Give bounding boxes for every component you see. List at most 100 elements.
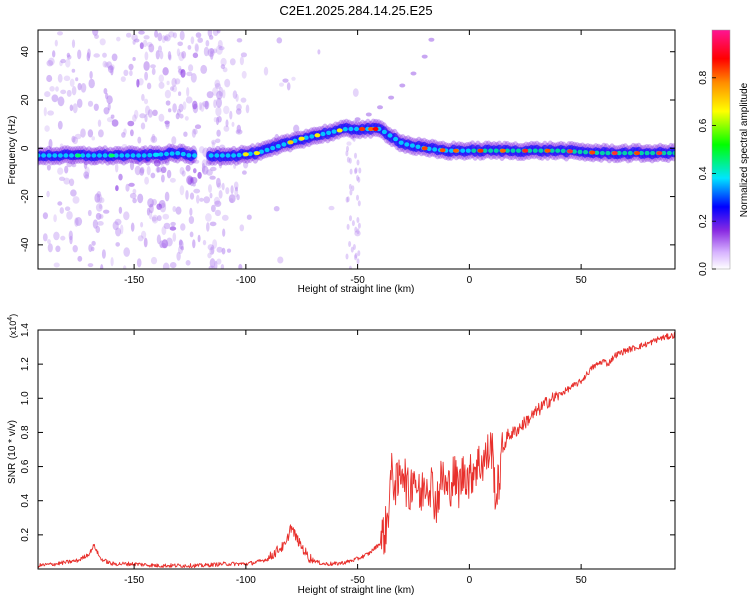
noise-blob bbox=[225, 119, 229, 128]
noise-blob bbox=[123, 69, 129, 77]
noise-blob bbox=[189, 231, 194, 238]
noise-blob bbox=[151, 216, 157, 222]
noise-blob bbox=[185, 164, 191, 172]
noise-blob bbox=[194, 44, 199, 53]
ridge-core bbox=[404, 142, 410, 147]
noise-blob bbox=[199, 146, 205, 154]
noise-blob bbox=[190, 73, 197, 83]
noise-blob bbox=[192, 182, 196, 187]
noise-blob bbox=[273, 206, 280, 212]
colorbar-label: Normalized spectral amplitude bbox=[739, 82, 750, 217]
snr-frame bbox=[37, 329, 676, 570]
noise-blob bbox=[209, 192, 213, 199]
noise-blob bbox=[216, 30, 221, 34]
noise-blob bbox=[69, 104, 74, 112]
colorbar-gradient bbox=[712, 30, 730, 269]
noise-blob bbox=[150, 172, 156, 179]
noise-blob bbox=[77, 82, 82, 91]
noise-blob bbox=[69, 235, 73, 245]
noise-blob bbox=[75, 217, 83, 226]
noise-blob bbox=[346, 156, 350, 163]
noise-blob bbox=[240, 52, 247, 58]
noise-blob bbox=[192, 100, 198, 110]
noise-blob bbox=[241, 70, 247, 79]
noise-blob bbox=[189, 207, 193, 216]
noise-blob bbox=[159, 240, 164, 248]
ridge-core bbox=[136, 153, 142, 158]
noise-blob bbox=[147, 109, 153, 118]
ridge-core bbox=[493, 148, 499, 153]
noise-blob bbox=[150, 135, 158, 144]
noise-blob bbox=[169, 262, 177, 269]
noise-blob bbox=[277, 256, 284, 264]
noise-blob bbox=[111, 119, 119, 127]
ridge-core bbox=[672, 150, 675, 156]
noise-blob bbox=[160, 164, 165, 174]
noise-blob bbox=[110, 114, 115, 119]
noise-blob bbox=[348, 157, 352, 164]
noise-blob bbox=[137, 235, 144, 242]
noise-blob bbox=[93, 53, 100, 58]
upper-branch-point bbox=[388, 95, 395, 100]
noise-blob bbox=[214, 200, 222, 207]
noise-blob bbox=[103, 107, 110, 115]
noise-blob bbox=[193, 168, 197, 174]
ridge-core bbox=[292, 138, 298, 143]
noise-blob bbox=[198, 102, 202, 111]
noise-blob bbox=[167, 51, 172, 60]
noise-blob bbox=[174, 78, 181, 85]
colorbar: 0.0 0.2 0.4 0.6 0.8 Normalized spectral ampl… bbox=[698, 29, 750, 276]
ridge-peak bbox=[611, 151, 618, 156]
noise-blob bbox=[144, 114, 148, 123]
noise-blob bbox=[181, 51, 187, 59]
noise-blob bbox=[132, 197, 137, 204]
ridge-peak bbox=[336, 128, 343, 133]
ridge-core bbox=[38, 153, 41, 158]
noise-blob bbox=[143, 35, 150, 40]
noise-blob bbox=[195, 32, 202, 38]
ridge-core bbox=[605, 150, 611, 156]
colorbar-tick-label: 0.8 bbox=[698, 70, 709, 84]
noise-blob bbox=[99, 214, 104, 219]
ridge-core bbox=[147, 153, 153, 158]
noise-blob bbox=[95, 203, 103, 212]
noise-blob bbox=[51, 94, 59, 103]
noise-blob bbox=[358, 167, 362, 174]
noise-blob bbox=[146, 82, 152, 90]
noise-blob bbox=[179, 30, 185, 41]
noise-blob bbox=[354, 254, 357, 261]
noise-blob bbox=[129, 192, 137, 199]
ridge-core bbox=[192, 153, 197, 158]
noise-blob bbox=[161, 35, 166, 43]
noise-blob bbox=[154, 30, 159, 38]
noise-blob bbox=[94, 193, 101, 203]
ridge-core bbox=[393, 136, 399, 142]
y-tick-label: 0 bbox=[20, 145, 31, 151]
snr-ylabel: SNR (10 * v/v) bbox=[7, 420, 18, 484]
ridge-core bbox=[650, 150, 656, 156]
noise-blob bbox=[234, 187, 239, 198]
noise-blob bbox=[48, 138, 53, 149]
noise-blob bbox=[162, 213, 170, 220]
ridge-core bbox=[354, 126, 359, 132]
ridge-core bbox=[141, 153, 147, 158]
noise-blob bbox=[216, 90, 223, 100]
y-tick-label: 1.0 bbox=[20, 391, 31, 405]
noise-blob bbox=[103, 88, 108, 95]
noise-blob bbox=[186, 175, 194, 185]
noise-blob bbox=[102, 60, 108, 68]
noise-blob bbox=[200, 102, 205, 112]
noise-blob bbox=[43, 107, 47, 117]
noise-blob bbox=[356, 258, 360, 265]
noise-blob bbox=[209, 48, 214, 55]
noise-blob bbox=[354, 168, 357, 175]
noise-blob bbox=[126, 32, 132, 38]
noise-blob bbox=[191, 128, 196, 138]
noise-blob bbox=[91, 136, 95, 141]
noise-blob bbox=[116, 36, 121, 42]
noise-blob bbox=[348, 241, 352, 247]
noise-blob bbox=[60, 235, 66, 241]
noise-blob bbox=[199, 197, 204, 202]
noise-blob bbox=[55, 245, 61, 253]
ridge-peak bbox=[298, 136, 305, 141]
